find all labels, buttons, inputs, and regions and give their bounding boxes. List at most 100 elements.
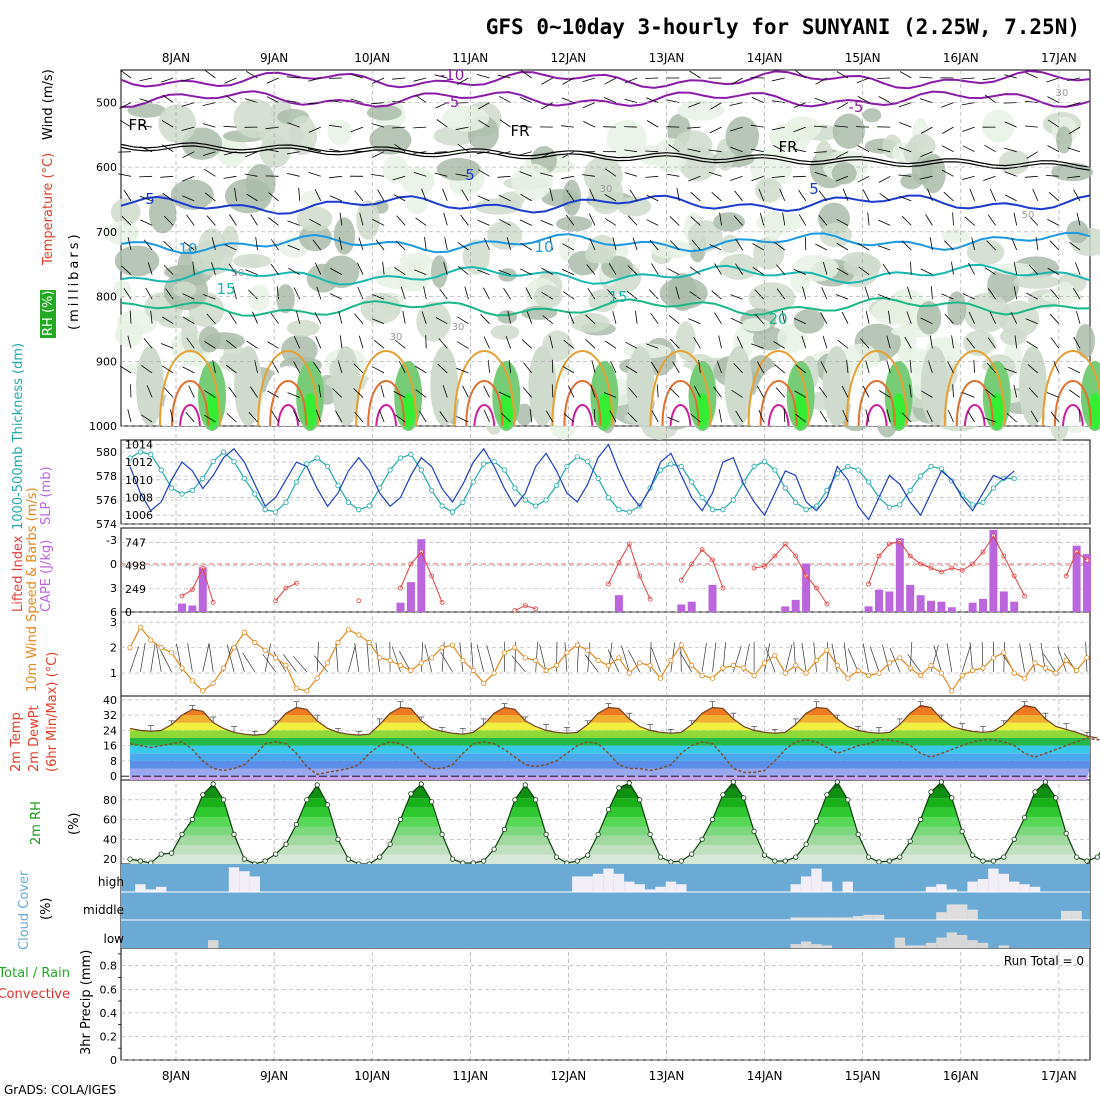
wind-barb	[161, 365, 174, 374]
wind10m-barb	[208, 642, 214, 672]
wind10m-barb	[440, 651, 453, 672]
wind-barb	[672, 361, 680, 374]
thickness-line-point	[481, 461, 487, 467]
rh2m-line-point	[449, 856, 456, 862]
wind10m-barb	[587, 642, 591, 672]
wind-barb	[353, 363, 364, 374]
wind-barb	[442, 384, 448, 398]
wind-barb	[823, 261, 828, 275]
rh2m-line-point	[605, 806, 612, 813]
wind10m-line-point	[356, 632, 362, 638]
rh-blob	[967, 239, 1005, 266]
wind-barb	[314, 262, 322, 275]
wind-barb	[930, 286, 933, 300]
wind10m-line-point	[148, 637, 154, 643]
wind-barb	[245, 151, 258, 158]
wind-barb	[228, 386, 237, 398]
wind-barb	[944, 313, 954, 324]
temp-contour-35	[963, 404, 986, 427]
wind-barb	[624, 126, 638, 128]
isotherm-lines	[120, 69, 1100, 427]
wind10m-barb	[226, 644, 235, 672]
wind-barb	[794, 390, 807, 398]
wind-barb	[358, 237, 364, 251]
wind-barb	[211, 262, 216, 275]
ytick-thick: 580	[96, 446, 117, 459]
wind10m-line-point	[845, 675, 851, 681]
wind-barb	[773, 145, 785, 153]
wind-barb	[1075, 262, 1081, 275]
wind10m-line-point	[553, 662, 560, 669]
wind-barb	[1047, 145, 1060, 153]
wind-barb	[586, 264, 596, 275]
ytick-wind: 1	[110, 667, 117, 680]
wind-barb	[758, 188, 765, 202]
rh-blob	[233, 98, 276, 138]
thickness-line	[129, 451, 1015, 513]
wind10m-barb	[420, 641, 423, 672]
cape-bar	[1072, 545, 1081, 612]
wind-barb	[628, 215, 638, 226]
wind-barb	[286, 76, 300, 79]
wind-barb	[380, 384, 385, 398]
wind10m-line-point	[813, 657, 820, 664]
thickness-line-point	[845, 463, 851, 469]
date-top: 9JAN	[260, 51, 288, 65]
isotherm-line	[120, 231, 1091, 255]
cloud-bar-middle	[863, 914, 874, 920]
wind-barb	[627, 412, 638, 423]
cloud-bar-middle	[1071, 910, 1082, 920]
wind-barb	[192, 261, 195, 275]
rh-blob	[323, 255, 360, 289]
thickness-line-point	[980, 499, 986, 505]
wind-barb	[357, 262, 364, 275]
wind-barb	[549, 237, 554, 251]
wind-barb	[1028, 215, 1039, 226]
rh-blob	[431, 255, 448, 288]
wind-barb	[185, 411, 195, 423]
wind-barb	[328, 124, 342, 128]
wind-barb	[402, 310, 406, 324]
cloud-bar-high	[655, 886, 666, 892]
wind-barb	[925, 214, 933, 226]
wind-barb	[1011, 237, 1018, 251]
cloud-bar-low	[905, 945, 916, 948]
date-top: 15JAN	[845, 51, 881, 65]
wind-barb	[163, 241, 174, 251]
wind-barb	[626, 290, 638, 300]
cloud-bar-middle	[842, 917, 853, 920]
rh2m-line-point	[574, 858, 580, 864]
wind-barb	[649, 239, 659, 251]
wind-barb	[730, 317, 743, 325]
wind-barb	[224, 244, 237, 251]
thickness-line-point	[418, 467, 424, 473]
wind-barb	[733, 363, 743, 374]
wind-barb	[229, 312, 237, 324]
wind-barb	[371, 318, 385, 325]
wind-barb	[1047, 96, 1060, 103]
wind-barb	[296, 310, 301, 324]
thickness-line-point	[189, 487, 195, 493]
wind-barb	[143, 239, 153, 251]
thickness-line-point	[689, 479, 695, 485]
wind-barb	[211, 237, 216, 251]
cloud-bar-high	[936, 884, 947, 892]
temp-band	[130, 753, 1090, 761]
li-point	[356, 598, 362, 604]
rh2m-line-point	[137, 858, 143, 864]
cloud-bar-low	[936, 937, 947, 948]
wind-barb	[645, 343, 659, 349]
wind-barb	[656, 384, 659, 398]
wind10m-barb	[1042, 653, 1057, 673]
wind-barb	[271, 410, 279, 423]
wind-barb	[161, 120, 174, 128]
wind-barb	[775, 387, 786, 398]
wind10m-line-point	[637, 660, 643, 666]
wind-barb	[487, 359, 490, 373]
wind-barb	[146, 385, 153, 398]
cloud-bar-low	[957, 935, 968, 948]
wind-barb	[423, 286, 427, 300]
wind-barb	[127, 409, 132, 423]
cape-bar	[885, 591, 894, 612]
rh-band	[130, 817, 1090, 827]
